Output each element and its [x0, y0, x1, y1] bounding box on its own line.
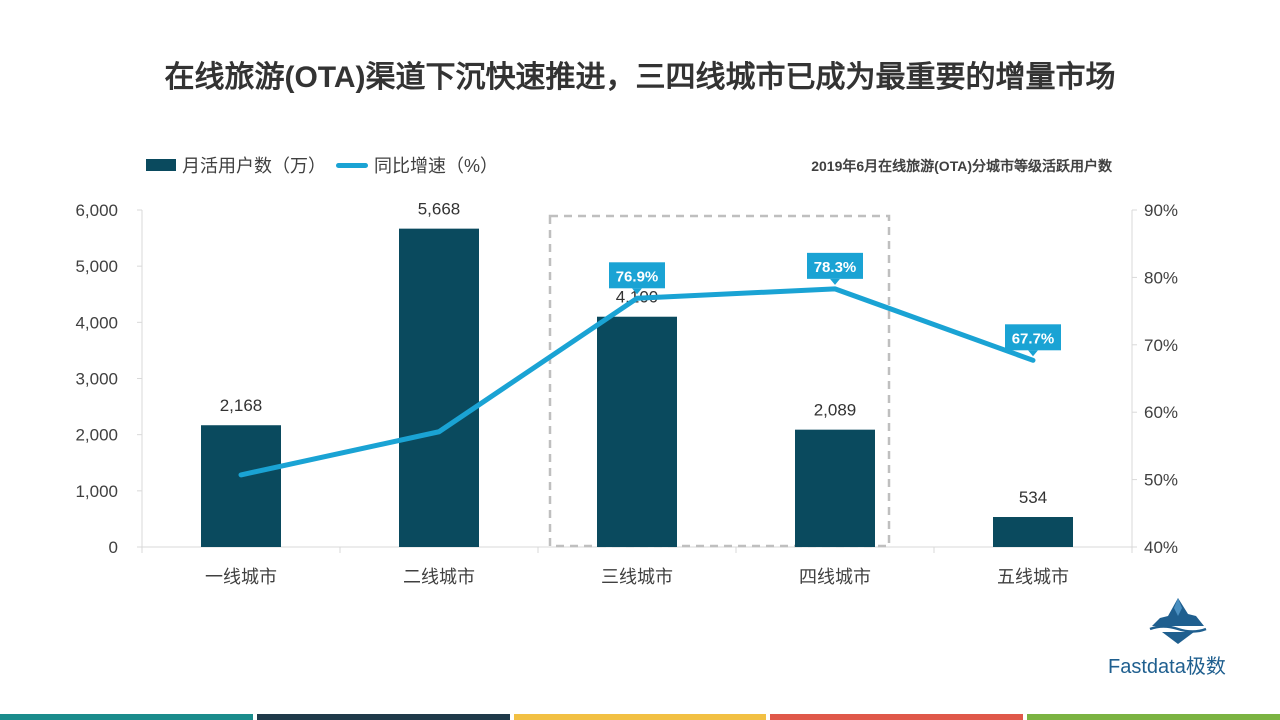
x-tick-label: 四线城市: [799, 567, 871, 587]
brand-name: Fastdata极数: [1108, 656, 1226, 678]
line-label-box: [1005, 324, 1061, 351]
bar-data-label: 2,168: [220, 396, 263, 415]
y-left-tick-label: 6,000: [75, 201, 118, 220]
footer-color-bar: [0, 714, 1280, 720]
bar-data-label: 5,668: [418, 200, 461, 219]
legend-swatch-line: [336, 162, 368, 168]
line-label-box: [609, 262, 665, 289]
footer-segment: [256, 714, 510, 720]
bar: [795, 429, 875, 547]
line-label-pointer: [830, 278, 840, 285]
legend-swatch-bar: [146, 159, 176, 171]
highlight-box: [548, 214, 891, 548]
line-label-box: [807, 252, 863, 279]
legend-label-line: 同比增速（%）: [374, 156, 499, 176]
brand-logo: Fastdata极数: [1108, 596, 1248, 678]
bar-data-label: 2,089: [814, 401, 857, 420]
y-right-tick-label: 60%: [1144, 403, 1178, 422]
legend-item-bar: 月活用户数（万）: [146, 152, 326, 178]
y-left-tick-label: 0: [109, 538, 118, 557]
y-right-tick-label: 40%: [1144, 538, 1178, 557]
x-tick-label: 一线城市: [205, 567, 277, 587]
y-right-tick-label: 80%: [1144, 268, 1178, 287]
y-right-tick-label: 90%: [1144, 201, 1178, 220]
legend-label-bar: 月活用户数（万）: [182, 156, 326, 176]
line-data-label: 67.7%: [1012, 330, 1055, 347]
footer-segment: [1027, 714, 1280, 720]
y-left-tick-label: 4,000: [75, 313, 118, 332]
line-label-pointer: [632, 288, 642, 295]
y-left-tick-label: 3,000: [75, 370, 118, 389]
legend-item-line: 同比增速（%）: [336, 152, 498, 178]
bar: [201, 425, 281, 547]
bar-data-label: 534: [1019, 488, 1047, 507]
bar: [597, 316, 677, 547]
y-right-tick-label: 50%: [1144, 471, 1178, 490]
footer-segment: [770, 714, 1024, 720]
x-tick-label: 三线城市: [601, 567, 673, 587]
y-right-tick-label: 70%: [1144, 336, 1178, 355]
line-label-pointer: [1028, 350, 1038, 357]
chart-legend: 月活用户数（万） 同比增速（%）: [146, 152, 508, 178]
footer-segment: [0, 714, 253, 720]
line-series: [238, 286, 1036, 478]
page-title: 在线旅游(OTA)渠道下沉快速推进，三四线城市已成为最重要的增量市场: [164, 61, 1116, 94]
line-data-label: 76.9%: [616, 268, 659, 285]
iceberg-icon: [1149, 598, 1207, 644]
footer-segment: [513, 714, 767, 720]
line-data-label: 78.3%: [814, 259, 857, 276]
chart-subtitle: 2019年6月在线旅游(OTA)分城市等级活跃用户数: [811, 158, 1112, 174]
bar: [993, 517, 1073, 547]
bar: [399, 228, 479, 547]
x-tick-label: 二线城市: [403, 567, 475, 587]
y-left-tick-label: 1,000: [75, 482, 118, 501]
x-tick-label: 五线城市: [997, 567, 1069, 587]
y-left-tick-label: 5,000: [75, 257, 118, 276]
y-left-tick-label: 2,000: [75, 426, 118, 445]
